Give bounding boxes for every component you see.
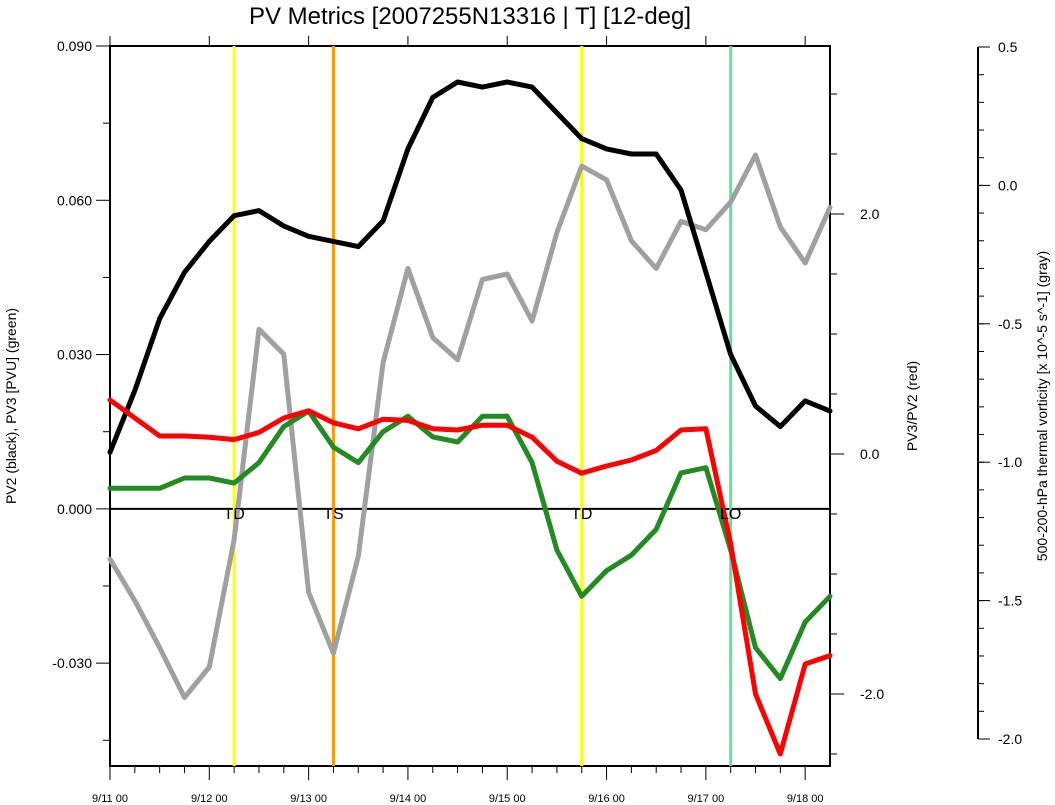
outer-right-tick-label: 0.5 bbox=[998, 39, 1018, 55]
plot-frame bbox=[109, 45, 831, 767]
stage-label-ts: TS bbox=[323, 506, 343, 523]
left-tick-label: -0.030 bbox=[52, 655, 92, 671]
series-line-pv3-pv2 bbox=[107, 397, 833, 757]
left-tick-label: 0.090 bbox=[57, 38, 92, 54]
outer-right-tick-label: -1.0 bbox=[998, 454, 1022, 470]
outer-right-tick-label: -1.5 bbox=[998, 593, 1022, 609]
series-layer bbox=[107, 79, 833, 757]
outer-right-tick-label: -2.0 bbox=[998, 731, 1022, 747]
outer-right-axis-title: 500-200-hPa thermal vorticity [x 10^-5 s… bbox=[1034, 251, 1050, 561]
plot-border bbox=[109, 45, 831, 767]
x-tick-label: 9/16 00 bbox=[588, 793, 625, 805]
stage-labels: TD TS TD LO bbox=[223, 506, 741, 523]
series-line-thermal-vorticity bbox=[107, 152, 833, 700]
inner-right-axis-title: PV3/PV2 (red) bbox=[904, 361, 920, 451]
stage-label-td: TD bbox=[223, 506, 244, 523]
x-tick-label: 9/18 00 bbox=[787, 793, 824, 805]
x-tick-label: 9/17 00 bbox=[688, 793, 725, 805]
series-line-pv3 bbox=[107, 408, 833, 682]
left-tick-label: 0.060 bbox=[57, 192, 92, 208]
x-tick-label: 9/15 00 bbox=[489, 793, 526, 805]
inner-right-tick-label: 2.0 bbox=[860, 206, 880, 222]
outer-right-tick-label: 0.0 bbox=[998, 177, 1018, 193]
outer-right-tick-label: -0.5 bbox=[998, 316, 1022, 332]
inner-right-tick-label: 0.0 bbox=[860, 446, 880, 462]
stage-label-lo: LO bbox=[720, 506, 741, 523]
axes-layer: 0.090 0.060 0.030 0.000 -0.030 2.0 0.0 -2.0 0.5 0… bbox=[52, 36, 1022, 805]
left-tick-label: 0.000 bbox=[57, 501, 92, 517]
left-tick-label: 0.030 bbox=[57, 347, 92, 363]
chart-title: PV Metrics [2007255N13316 | T] [12-deg] bbox=[249, 3, 691, 30]
left-axis-title: PV2 (black), PV3 [PVU] (green) bbox=[3, 308, 19, 504]
x-tick-label: 9/13 00 bbox=[290, 793, 327, 805]
x-tick-label: 9/11 00 bbox=[92, 793, 128, 805]
inner-right-tick-label: -2.0 bbox=[860, 686, 884, 702]
x-tick-label: 9/14 00 bbox=[390, 793, 427, 805]
stage-label-td: TD bbox=[571, 506, 592, 523]
x-tick-label: 9/12 00 bbox=[191, 793, 228, 805]
series-line-pv2 bbox=[107, 79, 833, 455]
